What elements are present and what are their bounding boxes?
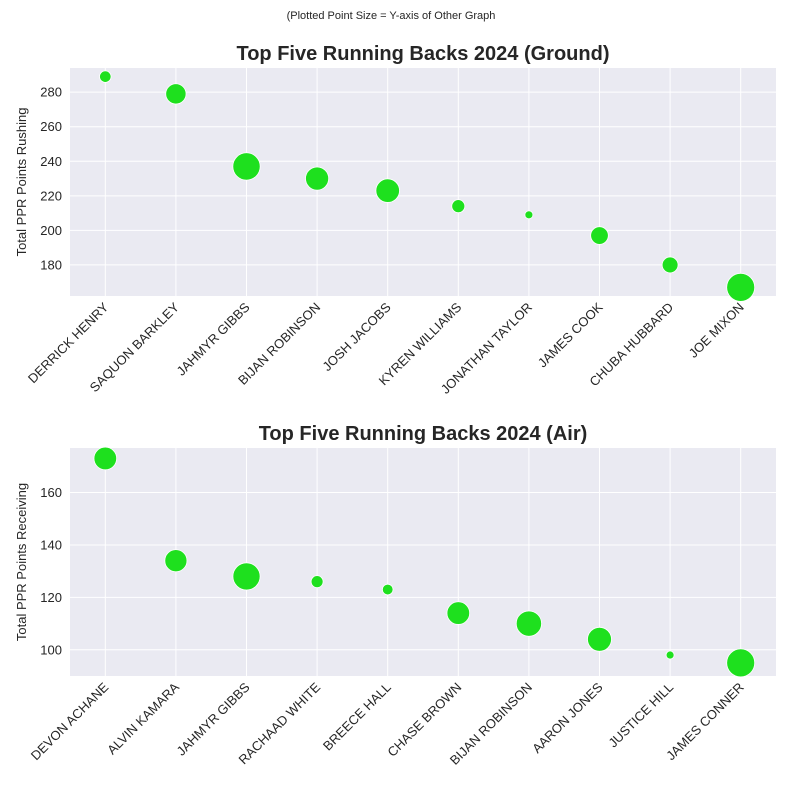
data-point	[164, 549, 188, 573]
plot-area	[70, 68, 776, 296]
x-tick-label: JAMES CONNER	[663, 680, 747, 764]
y-tick-label: 280	[40, 85, 62, 100]
data-point	[310, 575, 324, 589]
y-tick-label: 100	[40, 642, 62, 657]
figure-subtitle: (Plotted Point Size = Y-axis of Other Gr…	[287, 10, 496, 22]
x-tick-label: CHASE BROWN	[384, 680, 464, 760]
y-tick-label: 120	[40, 590, 62, 605]
data-point	[590, 226, 609, 245]
x-tick-label: DEVON ACHANE	[28, 679, 112, 763]
chart-title: Top Five Running Backs 2024 (Ground)	[236, 43, 609, 65]
plot-area	[70, 448, 776, 676]
data-point	[726, 272, 756, 302]
data-point	[99, 70, 112, 83]
data-point	[665, 650, 675, 660]
y-tick-label: 220	[40, 188, 62, 203]
y-tick-label: 140	[40, 537, 62, 552]
data-point	[381, 583, 394, 596]
data-point	[305, 166, 330, 191]
y-axis-label: Total PPR Points Rushing	[14, 108, 29, 257]
data-point	[232, 562, 261, 591]
data-point	[726, 648, 756, 678]
x-tick-label: JUSTICE HILL	[605, 680, 676, 751]
x-tick-label: BREECE HALL	[320, 680, 394, 754]
data-point	[451, 199, 466, 214]
x-tick-label: JAHMYR GIBBS	[174, 679, 253, 758]
data-point	[232, 152, 261, 181]
data-point	[515, 610, 542, 637]
y-tick-label: 180	[40, 257, 62, 272]
y-axis-label: Total PPR Points Receiving	[14, 483, 29, 641]
data-point	[93, 446, 118, 471]
x-tick-label: ALVIN KAMARA	[104, 679, 182, 757]
x-tick-label: JOSH JACOBS	[319, 299, 394, 374]
y-tick-label: 200	[40, 223, 62, 238]
y-tick-label: 160	[40, 485, 62, 500]
y-tick-label: 260	[40, 119, 62, 134]
data-point	[587, 626, 612, 652]
data-point	[661, 256, 679, 274]
x-tick-label: AARON JONES	[529, 679, 606, 756]
data-point	[165, 83, 187, 105]
data-point	[375, 178, 400, 203]
chart-title: Top Five Running Backs 2024 (Air)	[259, 423, 588, 445]
x-tick-label: JAHMYR GIBBS	[174, 299, 253, 378]
x-tick-label: JAMES COOK	[535, 299, 606, 370]
y-tick-label: 240	[40, 154, 62, 169]
x-tick-label: JOE MIXON	[686, 300, 747, 361]
data-point	[446, 601, 471, 625]
data-point	[524, 210, 534, 220]
